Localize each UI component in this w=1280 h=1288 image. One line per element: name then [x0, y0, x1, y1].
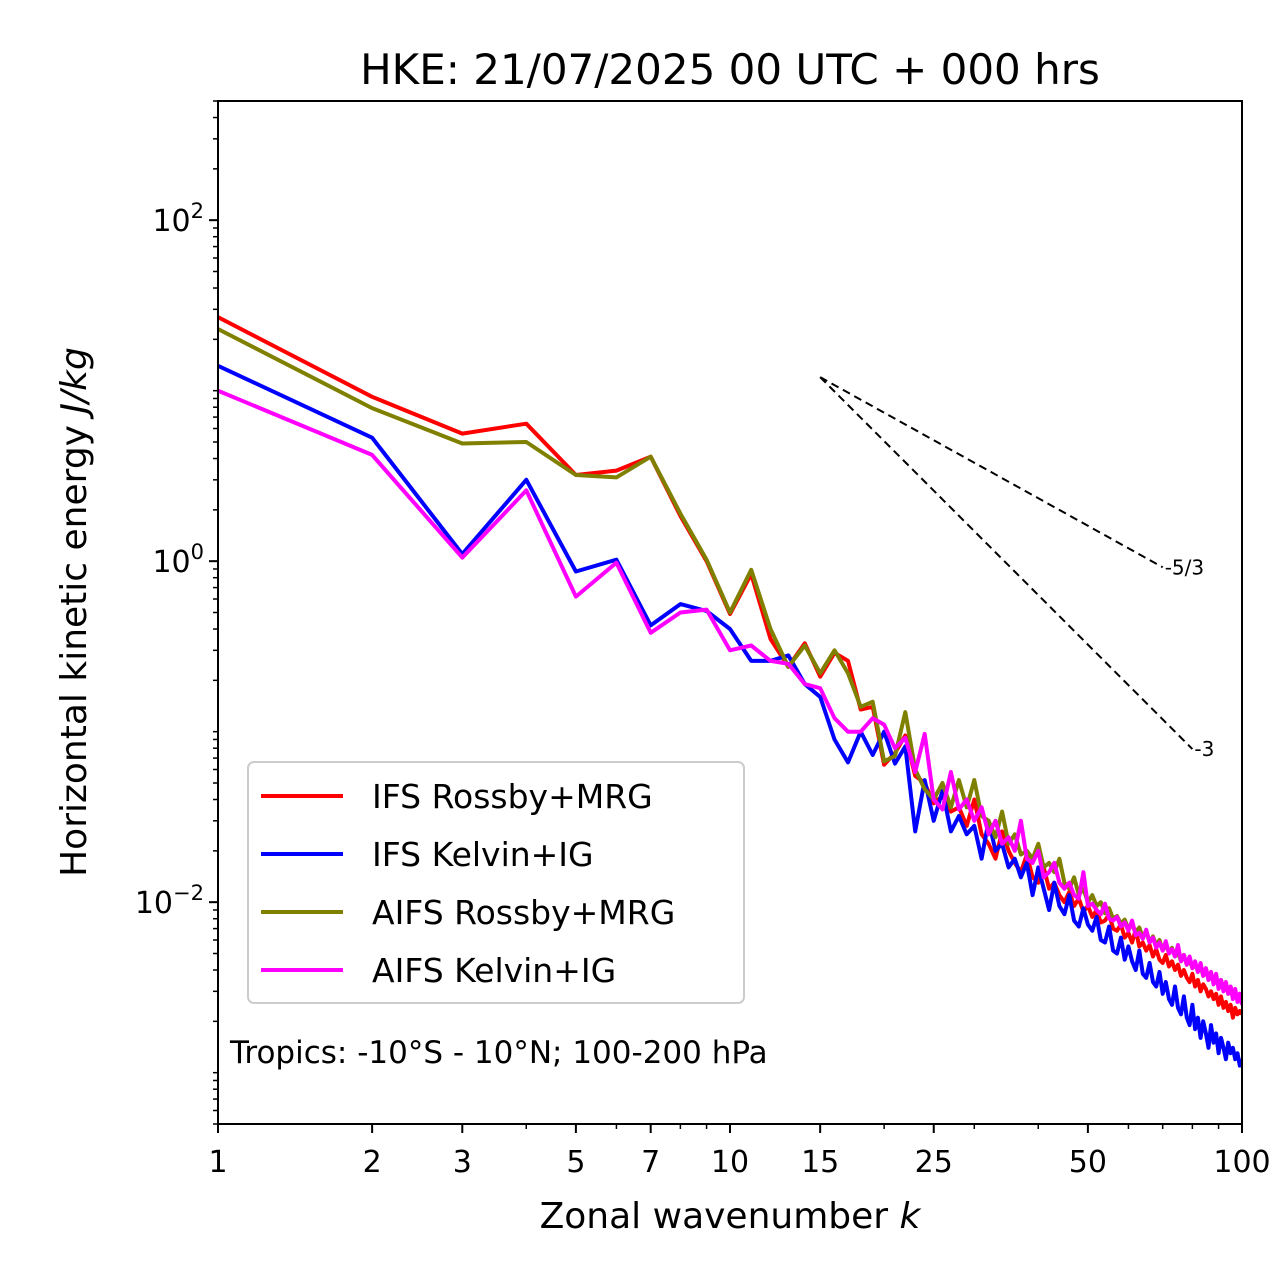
- y-tick-label: 10−2: [135, 881, 204, 921]
- x-tick-label: 100: [1213, 1145, 1270, 1180]
- y-axis-label: Horizontal kinetic energy J/kg: [54, 347, 95, 877]
- series-layer: [218, 315, 1242, 1068]
- reference-slope-line-1: [819, 376, 1194, 750]
- legend-label-2: AIFS Rossby+MRG: [372, 893, 675, 932]
- y-tick-label: 100: [152, 540, 204, 580]
- x-tick-label: 7: [641, 1145, 660, 1180]
- legend-label-1: IFS Kelvin+IG: [372, 835, 594, 874]
- x-tick-label: 5: [566, 1145, 585, 1180]
- y-axis-label-units: J/kg: [54, 347, 95, 419]
- x-tick-label: 25: [915, 1145, 953, 1180]
- series-line-3: [218, 388, 1242, 1006]
- legend: IFS Rossby+MRG IFS Kelvin+IG AIFS Rossby+M…: [247, 761, 745, 1004]
- reference-slope-line-0: [819, 376, 1164, 569]
- x-tick-label: 1: [208, 1145, 227, 1180]
- x-axis-label-text: Zonal wavenumber: [540, 1196, 889, 1237]
- reference-slopes: -5/3 -3: [819, 376, 1214, 761]
- chart-title: HKE: 21/07/2025 00 UTC + 000 hrs: [360, 45, 1100, 94]
- y-axis-label-text: Horizontal kinetic energy: [54, 425, 95, 877]
- legend-label-0: IFS Rossby+MRG: [372, 777, 653, 816]
- legend-box: [247, 761, 745, 1004]
- y-tick-label: 102: [152, 199, 204, 239]
- x-tick-label: 50: [1069, 1145, 1107, 1180]
- x-axis-label-symbol: k: [900, 1196, 923, 1237]
- x-tick-label: 2: [363, 1145, 382, 1180]
- reference-slope-label-1: -3: [1194, 737, 1214, 761]
- x-axis-label: Zonal wavenumber k: [540, 1196, 923, 1237]
- reference-slope-label-0: -5/3: [1165, 555, 1204, 579]
- x-tick-label: 3: [453, 1145, 472, 1180]
- region-annotation: Tropics: -10°S - 10°N; 100-200 hPa: [229, 1035, 768, 1071]
- x-tick-label: 15: [801, 1145, 839, 1180]
- y-axis-ticks: 10−2 100 102: [135, 100, 218, 1125]
- legend-label-3: AIFS Kelvin+IG: [372, 951, 616, 990]
- x-axis-ticks: 1 2 3 5 7 10 15 25 50 100: [208, 1124, 1271, 1180]
- series-line-1: [218, 363, 1242, 1068]
- x-tick-label: 10: [711, 1145, 749, 1180]
